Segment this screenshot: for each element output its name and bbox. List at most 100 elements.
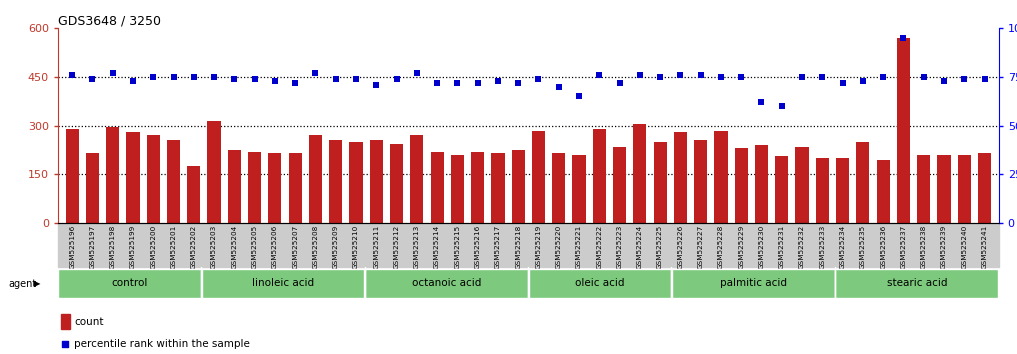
- Point: [327, 76, 344, 82]
- Bar: [106, 127, 119, 223]
- Bar: [248, 152, 261, 223]
- Point: [64, 72, 80, 78]
- Bar: [672, 269, 835, 298]
- Point: [754, 99, 770, 105]
- Bar: [228, 150, 241, 223]
- Point: [429, 80, 445, 86]
- Text: stearic acid: stearic acid: [887, 278, 947, 288]
- Bar: [471, 152, 484, 223]
- Point: [388, 76, 405, 82]
- Text: count: count: [74, 317, 104, 327]
- Bar: [613, 147, 626, 223]
- Point: [632, 72, 648, 78]
- Bar: [573, 155, 586, 223]
- Point: [915, 74, 932, 80]
- Point: [774, 103, 790, 109]
- Point: [936, 78, 952, 84]
- Point: [368, 82, 384, 88]
- Point: [713, 74, 729, 80]
- Bar: [512, 150, 525, 223]
- Bar: [958, 155, 971, 223]
- Text: ▶: ▶: [34, 279, 40, 289]
- Bar: [61, 314, 69, 329]
- Point: [875, 74, 891, 80]
- Bar: [856, 142, 870, 223]
- Point: [490, 78, 506, 84]
- Point: [105, 70, 121, 76]
- Bar: [917, 155, 931, 223]
- Bar: [268, 153, 282, 223]
- Bar: [734, 148, 747, 223]
- Text: control: control: [111, 278, 147, 288]
- Point: [348, 76, 364, 82]
- Bar: [370, 140, 382, 223]
- Bar: [978, 153, 992, 223]
- Bar: [410, 135, 423, 223]
- Point: [956, 76, 972, 82]
- Bar: [491, 153, 504, 223]
- Point: [511, 80, 527, 86]
- Bar: [674, 132, 686, 223]
- Bar: [694, 140, 707, 223]
- Point: [206, 74, 223, 80]
- Bar: [330, 140, 343, 223]
- Point: [226, 76, 242, 82]
- Point: [652, 74, 668, 80]
- Bar: [187, 166, 200, 223]
- Point: [145, 74, 162, 80]
- Point: [186, 74, 202, 80]
- Bar: [85, 153, 99, 223]
- Bar: [593, 129, 606, 223]
- Bar: [877, 160, 890, 223]
- Text: palmitic acid: palmitic acid: [720, 278, 787, 288]
- Point: [550, 84, 566, 90]
- Bar: [755, 145, 768, 223]
- Text: linoleic acid: linoleic acid: [252, 278, 314, 288]
- Bar: [390, 143, 403, 223]
- Bar: [289, 153, 302, 223]
- Bar: [795, 147, 809, 223]
- Text: agent: agent: [8, 279, 37, 289]
- Bar: [207, 121, 221, 223]
- Bar: [146, 135, 160, 223]
- Point: [571, 93, 587, 99]
- Text: percentile rank within the sample: percentile rank within the sample: [74, 339, 250, 349]
- Point: [369, 236, 385, 242]
- Point: [287, 80, 303, 86]
- Bar: [938, 155, 951, 223]
- Bar: [451, 155, 464, 223]
- Point: [611, 80, 627, 86]
- Text: GDS3648 / 3250: GDS3648 / 3250: [58, 14, 161, 27]
- Point: [976, 76, 993, 82]
- Point: [530, 76, 546, 82]
- Point: [854, 78, 871, 84]
- Point: [834, 80, 850, 86]
- Bar: [65, 129, 78, 223]
- Point: [450, 80, 466, 86]
- Bar: [167, 140, 180, 223]
- Point: [166, 74, 182, 80]
- Text: oleic acid: oleic acid: [576, 278, 624, 288]
- Point: [693, 72, 709, 78]
- Bar: [816, 158, 829, 223]
- Point: [470, 80, 486, 86]
- Bar: [58, 269, 200, 298]
- Bar: [897, 38, 910, 223]
- Point: [409, 70, 425, 76]
- Bar: [654, 142, 667, 223]
- Point: [246, 76, 262, 82]
- Bar: [836, 269, 999, 298]
- Bar: [126, 132, 139, 223]
- Bar: [552, 153, 565, 223]
- Point: [84, 76, 101, 82]
- Bar: [309, 135, 322, 223]
- Bar: [350, 142, 363, 223]
- Point: [794, 74, 811, 80]
- Point: [266, 78, 283, 84]
- Bar: [529, 269, 671, 298]
- Point: [125, 78, 141, 84]
- Bar: [634, 124, 647, 223]
- Point: [733, 74, 750, 80]
- Point: [895, 35, 911, 41]
- Bar: [836, 158, 849, 223]
